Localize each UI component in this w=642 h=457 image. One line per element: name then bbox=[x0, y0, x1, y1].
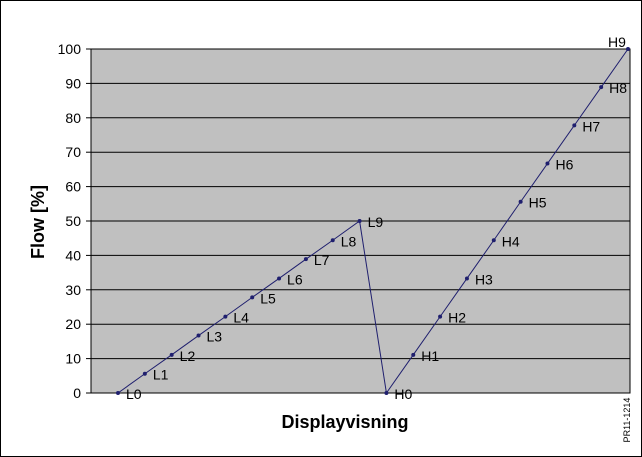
y-axis-title: Flow [%] bbox=[28, 185, 48, 259]
point-label-h5: H5 bbox=[529, 195, 547, 211]
point-label-l8: L8 bbox=[341, 233, 357, 249]
point-label-l2: L2 bbox=[180, 348, 196, 364]
point-label-l6: L6 bbox=[287, 271, 303, 287]
x-axis-title: Displayvisning bbox=[281, 412, 408, 432]
point-label-h4: H4 bbox=[502, 233, 520, 249]
y-tick-label: 70 bbox=[65, 144, 81, 160]
data-point-l9 bbox=[357, 219, 362, 223]
data-point-l8 bbox=[330, 238, 335, 243]
data-point-l6 bbox=[277, 276, 282, 281]
point-label-h1: H1 bbox=[421, 348, 439, 364]
data-point-h9 bbox=[626, 47, 630, 51]
y-tick-label: 10 bbox=[65, 351, 81, 367]
data-points bbox=[116, 47, 630, 395]
data-point-l1 bbox=[142, 371, 147, 376]
data-point-h3 bbox=[464, 276, 469, 281]
point-label-l0: L0 bbox=[126, 386, 142, 402]
y-tick-label: 90 bbox=[65, 75, 81, 91]
y-tick-label: 80 bbox=[65, 110, 81, 126]
data-point-h4 bbox=[491, 238, 496, 243]
data-point-h2 bbox=[438, 314, 443, 319]
data-point-l7 bbox=[303, 257, 308, 262]
data-point-l4 bbox=[223, 314, 228, 319]
data-point-l5 bbox=[250, 295, 255, 300]
y-tick-label: 50 bbox=[65, 213, 81, 229]
series-line bbox=[117, 48, 629, 395]
y-tick-label: 40 bbox=[65, 247, 81, 263]
point-label-h3: H3 bbox=[475, 271, 493, 287]
gridlines bbox=[91, 48, 630, 394]
point-label-l5: L5 bbox=[260, 290, 276, 306]
point-label-h8: H8 bbox=[609, 80, 627, 96]
y-tick-label: 60 bbox=[65, 179, 81, 195]
data-point-h8 bbox=[599, 85, 604, 90]
data-point-l3 bbox=[196, 333, 201, 338]
data-point-h7 bbox=[572, 123, 577, 128]
point-label-l1: L1 bbox=[153, 367, 169, 383]
point-label-l9: L9 bbox=[368, 214, 384, 230]
point-label-l3: L3 bbox=[207, 329, 223, 345]
data-point-h6 bbox=[545, 161, 550, 166]
point-label-h2: H2 bbox=[448, 310, 466, 326]
data-point-l0 bbox=[116, 391, 120, 395]
y-tick-label: 20 bbox=[65, 316, 81, 332]
figure-code: PR11-1214 bbox=[622, 398, 632, 443]
point-labels: L0 L1 L2 L3 L4 L5 L6 L7 L8 L9 H0 H1 H2 H3 H4 H5 H6 H7 H8 H9 bbox=[126, 34, 627, 402]
point-label-h9: H9 bbox=[608, 34, 626, 50]
data-point-h1 bbox=[411, 352, 416, 357]
point-label-h0: H0 bbox=[394, 386, 412, 402]
point-label-h7: H7 bbox=[582, 118, 600, 134]
data-point-h0 bbox=[384, 391, 389, 395]
y-axis-ticks: 0 10 20 30 40 50 60 70 80 90 100 bbox=[58, 41, 91, 401]
y-tick-label: 100 bbox=[58, 41, 82, 57]
point-label-l7: L7 bbox=[314, 252, 330, 268]
data-point-l2 bbox=[169, 352, 174, 357]
y-tick-label: 30 bbox=[65, 282, 81, 298]
data-point-h5 bbox=[518, 199, 523, 204]
point-label-l4: L4 bbox=[233, 310, 249, 326]
point-label-h6: H6 bbox=[555, 157, 573, 173]
y-tick-label: 0 bbox=[73, 385, 81, 401]
